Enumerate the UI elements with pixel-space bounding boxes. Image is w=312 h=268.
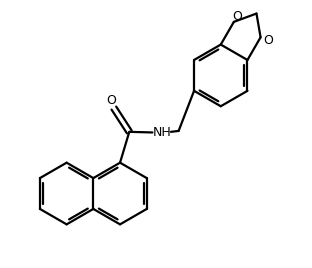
Text: O: O [233,10,242,23]
Text: O: O [263,35,273,47]
Text: O: O [106,94,116,107]
Text: NH: NH [152,126,171,139]
